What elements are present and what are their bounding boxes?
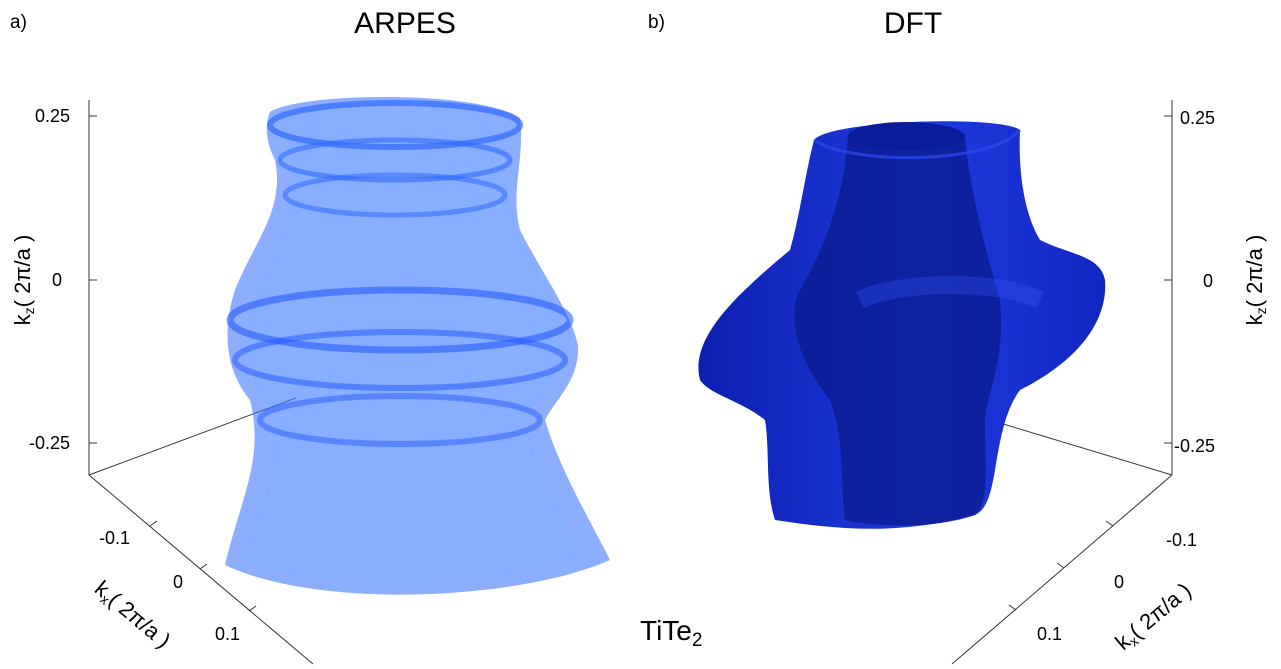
material-label: TiTe2 (640, 615, 702, 651)
a-kz-tick-2: 0 (52, 270, 62, 290)
arpes-title: ARPES (354, 7, 456, 40)
a-kz-axis-label: kz( 2π/a ) (10, 235, 37, 326)
a-kz-tick-3: -0.25 (29, 433, 70, 453)
panel-b-label: b) (648, 12, 665, 33)
b-kx-tick-3: 0.1 (1037, 624, 1062, 644)
b-kz-tick-3: -0.25 (1174, 436, 1215, 456)
svg-text:kz( 2π/a ): kz( 2π/a ) (1242, 235, 1269, 326)
b-kz-tick-1: 0.25 (1180, 108, 1215, 128)
panel-a-label: a) (10, 12, 27, 33)
a-kz-tick-1: 0.25 (35, 106, 70, 126)
b-kx-tick-2: 0 (1114, 572, 1124, 592)
b-kz-tick-2: 0 (1203, 271, 1213, 291)
b-kx-tick-1: -0.1 (1166, 530, 1197, 550)
dft-title: DFT (884, 7, 942, 40)
b-kz-axis-label: kz( 2π/a ) (1242, 235, 1269, 326)
svg-text:kz( 2π/a ): kz( 2π/a ) (10, 235, 37, 326)
a-kx-tick-1: -0.1 (99, 528, 130, 548)
dft-axes (951, 100, 1173, 665)
a-kx-axis-label: kx( 2π/a ) (89, 576, 176, 655)
dft-fermi-surface (698, 121, 1106, 529)
a-kx-tick-2: 0 (173, 572, 183, 592)
a-kx-tick-3: 0.1 (215, 624, 240, 644)
svg-text:kx( 2π/a ): kx( 2π/a ) (89, 576, 176, 655)
arpes-point-cloud (225, 96, 610, 595)
